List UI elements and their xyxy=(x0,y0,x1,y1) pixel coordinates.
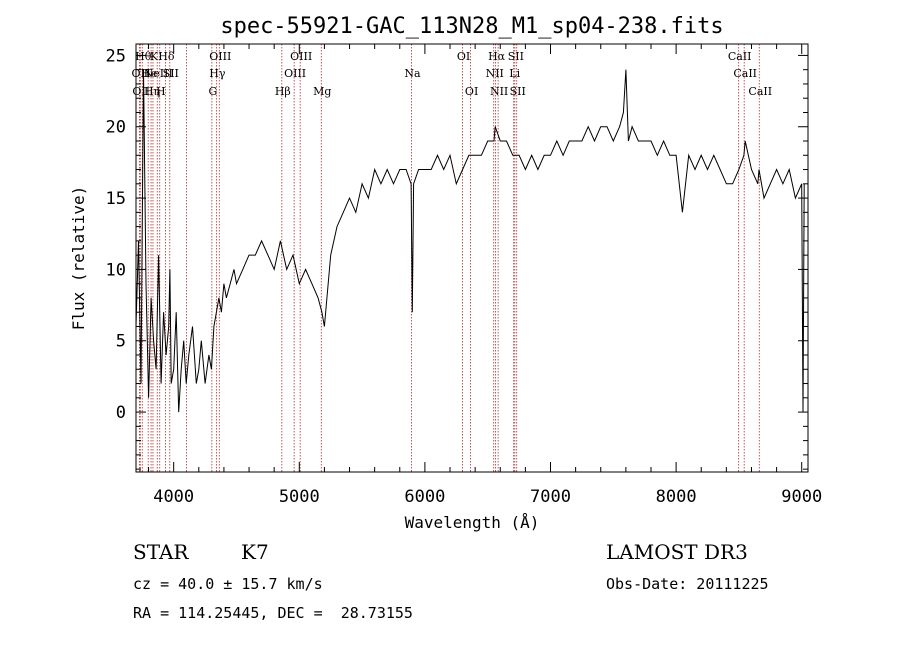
line-marker-label-20: OI xyxy=(465,85,478,98)
line-marker-label-6: NeIII xyxy=(144,67,173,80)
spectrum-series xyxy=(135,69,805,413)
survey-label: LAMOST DR3 xyxy=(606,540,748,564)
line-marker-label-9: SII xyxy=(163,67,179,80)
y-tick-label-0: 0 xyxy=(116,403,126,423)
line-marker-label-14: Hβ xyxy=(275,85,291,98)
line-marker-label-19: OI xyxy=(457,50,470,63)
line-marker-label-28: CaII xyxy=(733,67,757,80)
line-marker-label-5: K xyxy=(150,50,159,63)
coordinates-text: RA = 114.25445, DEC = 28.73155 xyxy=(133,604,413,622)
x-axis: 4000 5000 6000 7000 8000 9000 xyxy=(148,44,822,507)
line-marker-label-18: Na xyxy=(404,67,421,80)
y-tick-label-10: 10 xyxy=(106,260,126,280)
line-marker-label-13: OIII xyxy=(209,50,231,63)
line-marker-label-16: OIII xyxy=(290,50,312,63)
line-marker-label-1: OII xyxy=(132,85,150,98)
line-marker-label-29: CaII xyxy=(748,85,772,98)
object-class: STAR xyxy=(133,540,189,564)
obs-date-text: Obs-Date: 20111225 xyxy=(606,575,769,593)
y-tick-label-25: 25 xyxy=(106,46,126,66)
redshift-text: cz = 40.0 ± 15.7 km/s xyxy=(133,575,323,593)
line-marker-label-24: Li xyxy=(509,67,520,80)
line-marker-label-15: OIII xyxy=(284,67,306,80)
line-marker-label-27: CaII xyxy=(728,50,752,63)
spectral-line-markers: OIIOIIHθHeHηKNeIIIHHδSIIGHγOIIIHβOIIIOII… xyxy=(132,44,772,472)
y-tick-label-15: 15 xyxy=(106,189,126,209)
line-marker-label-22: Hα xyxy=(488,50,506,63)
x-axis-label: Wavelength (Å) xyxy=(405,513,540,532)
line-marker-label-23: NII xyxy=(490,85,508,98)
x-tick-label-7000: 7000 xyxy=(530,487,571,507)
line-marker-label-3: He xyxy=(141,67,157,80)
y-axis-label: Flux (relative) xyxy=(69,186,88,331)
line-marker-label-26: SII xyxy=(510,85,526,98)
x-tick-label-4000: 4000 xyxy=(153,487,194,507)
y-tick-label-5: 5 xyxy=(116,332,126,352)
line-marker-label-11: G xyxy=(208,85,217,98)
line-marker-label-7: H xyxy=(156,85,166,98)
line-marker-label-21: NII xyxy=(486,67,504,80)
line-marker-label-2: Hθ xyxy=(135,50,152,63)
x-tick-label-9000: 9000 xyxy=(781,487,822,507)
line-marker-label-25: SII xyxy=(508,50,524,63)
line-marker-label-12: Hγ xyxy=(209,67,226,80)
y-tick-label-20: 20 xyxy=(106,118,126,138)
line-marker-label-4: Hη xyxy=(144,85,160,98)
y-axis: 0 5 10 15 20 25 xyxy=(106,46,808,470)
x-tick-label-8000: 8000 xyxy=(656,487,697,507)
object-subclass: K7 xyxy=(241,540,269,564)
x-tick-label-5000: 5000 xyxy=(279,487,320,507)
plot-frame xyxy=(135,43,809,473)
x-tick-label-6000: 6000 xyxy=(404,487,445,507)
line-marker-label-17: Mg xyxy=(313,85,331,98)
line-marker-label-8: Hδ xyxy=(158,50,175,63)
chart-title: spec-55921-GAC_113N28_M1_sp04-238.fits xyxy=(220,14,723,39)
